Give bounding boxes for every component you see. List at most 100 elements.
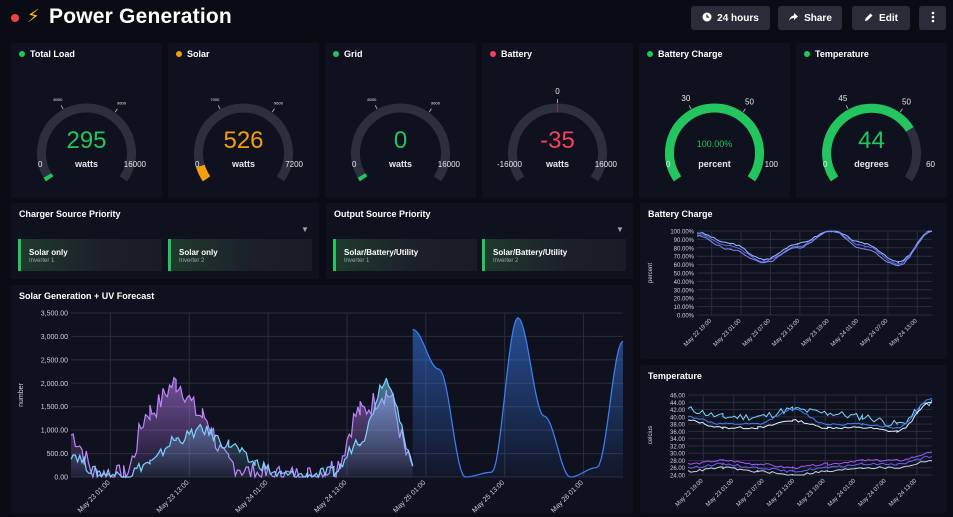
series-line (687, 451, 933, 470)
status-dot (19, 51, 25, 57)
time-range-button[interactable]: 24 hours (691, 6, 770, 30)
battery-chart[interactable]: 0.00% 10.00% 20.00% 30.00% 40.00% 50.00% 60.00… (640, 203, 947, 359)
y-tick-label: 46.00 (670, 394, 686, 400)
panel-title: Output Source Priority (334, 209, 431, 219)
y-tick-label: 26.00 (670, 466, 686, 472)
y-tick-label: 38.00 (670, 423, 686, 429)
priority-card[interactable]: Solar only Inverter 1 (18, 239, 162, 271)
threshold-mark (428, 108, 432, 113)
y-tick-label: 50.00% (674, 272, 695, 278)
status-dot (333, 51, 339, 57)
gauge-unit: watts (74, 159, 98, 169)
x-tick-label: May 23 19:00 (801, 318, 831, 348)
x-tick-label: May 23 13:00 (156, 479, 191, 513)
solar-chart[interactable]: 0.00 500.00 1,000.00 1,500.00 2,000.00 2,500.… (11, 285, 633, 513)
x-tick-label: May 25 13:00 (471, 479, 506, 513)
gauge-unit: percent (698, 159, 731, 169)
panel-title: Solar Generation + UV Forecast (19, 291, 155, 301)
threshold-mark (374, 105, 378, 110)
y-tick-label: 24.00 (670, 474, 686, 480)
top-bar: ⚡ Power Generation 24 hours Share Edit (0, 0, 953, 40)
clock-icon (702, 12, 712, 25)
y-tick-label: 34.00 (670, 437, 686, 443)
gauge-title: Battery (501, 49, 533, 59)
x-tick-label: May 23 19:00 (797, 478, 827, 508)
series-line (696, 230, 933, 267)
x-tick-label: May 23 13:00 (766, 478, 796, 508)
gauge-title: Temperature (815, 49, 869, 59)
series-line (688, 398, 933, 429)
edit-label: Edit (879, 12, 898, 24)
panel-title: Temperature (648, 371, 702, 381)
filter-icon[interactable]: ▼ (616, 225, 624, 234)
y-tick-label: 2,500.00 (41, 357, 68, 364)
y-axis-label: number (18, 382, 25, 406)
filter-icon[interactable]: ▼ (301, 225, 309, 234)
gauge-unit: watts (231, 159, 255, 169)
threshold-mark (271, 108, 275, 113)
x-tick-label: May 23 01:00 (713, 318, 743, 348)
priority-card[interactable]: Solar/Battery/Utility Inverter 1 (333, 239, 477, 271)
gauge-max: 16000 (123, 160, 146, 169)
x-tick-label: May 24 13:00 (889, 318, 919, 348)
edit-button[interactable]: Edit (852, 6, 910, 30)
lightning-icon: ⚡ (27, 6, 40, 26)
gauge-value: -35 (540, 127, 575, 154)
priority-card[interactable]: Solar only Inverter 2 (168, 239, 312, 271)
y-tick-label: 28.00 (670, 459, 686, 465)
temperature-chart-panel: Temperature 24.00 26.00 28.00 30.00 32.00 34.… (640, 365, 947, 513)
panel-title: Solar (176, 49, 210, 59)
gauge-track (194, 103, 293, 182)
threshold-mark (742, 108, 746, 113)
x-tick-label: May 24 01:00 (235, 479, 270, 513)
gauge-arc: 30 50 (665, 94, 764, 182)
gauge-max: 16000 (594, 160, 617, 169)
gauge-panel: Battery Charge 30 50 100.00% percent 0 100 (639, 43, 790, 198)
status-dot (176, 51, 182, 57)
threshold-label: 7000 (210, 97, 220, 102)
priority-value: Solar/Battery/Utility (344, 248, 419, 257)
x-tick-label: May 24 01:00 (827, 478, 857, 508)
gauge-min: -16000 (497, 160, 522, 169)
panel-title: Battery (490, 49, 532, 59)
series-area (71, 377, 413, 477)
priority-value: Solar only (29, 248, 68, 257)
y-tick-label: 100.00% (670, 230, 694, 236)
threshold-label: 9600 (431, 101, 441, 106)
gauge-min: 0 (38, 160, 43, 169)
charger-priority-panel: Charger Source Priority ▼ Solar only Inv… (11, 203, 319, 279)
x-tick-label: May 24 07:00 (858, 478, 888, 508)
gauge-panel: Grid 8000 9600 0 watts 0 16000 (325, 43, 476, 198)
y-tick-label: 32.00 (670, 444, 686, 450)
threshold-label: 45 (838, 94, 847, 103)
y-tick-label: 90.00% (674, 238, 695, 244)
page-title: Power Generation (49, 5, 232, 28)
threshold-label: 50 (745, 98, 754, 107)
status-dot (804, 51, 810, 57)
y-tick-label: 36.00 (670, 430, 686, 436)
threshold-label: 50 (902, 98, 911, 107)
gauge-arc: 45 50 (822, 94, 921, 182)
priority-value: Solar/Battery/Utility (493, 248, 568, 257)
y-tick-label: 44.00 (670, 401, 686, 407)
y-tick-label: 1,500.00 (41, 404, 68, 411)
gauge-track (351, 103, 450, 182)
y-tick-label: 1,000.00 (41, 428, 68, 435)
series-area (71, 378, 413, 477)
gauge-fill (822, 103, 914, 182)
series-line (687, 455, 933, 473)
inverter-label: Inverter 2 (493, 258, 519, 264)
gauge-fill (196, 164, 211, 182)
gauge-title: Battery Charge (658, 49, 723, 59)
priority-card[interactable]: Solar/Battery/Utility Inverter 2 (482, 239, 626, 271)
threshold-label: 0 (555, 87, 560, 96)
series-line (70, 377, 414, 479)
gauge-title: Total Load (30, 49, 75, 59)
gauge-unit: degrees (854, 159, 889, 169)
share-button[interactable]: Share (778, 6, 842, 30)
x-tick-label: May 25 01:00 (392, 479, 427, 513)
more-options-button[interactable] (919, 6, 946, 30)
panel-title: Total Load (19, 49, 75, 59)
threshold-label: 30 (681, 94, 690, 103)
